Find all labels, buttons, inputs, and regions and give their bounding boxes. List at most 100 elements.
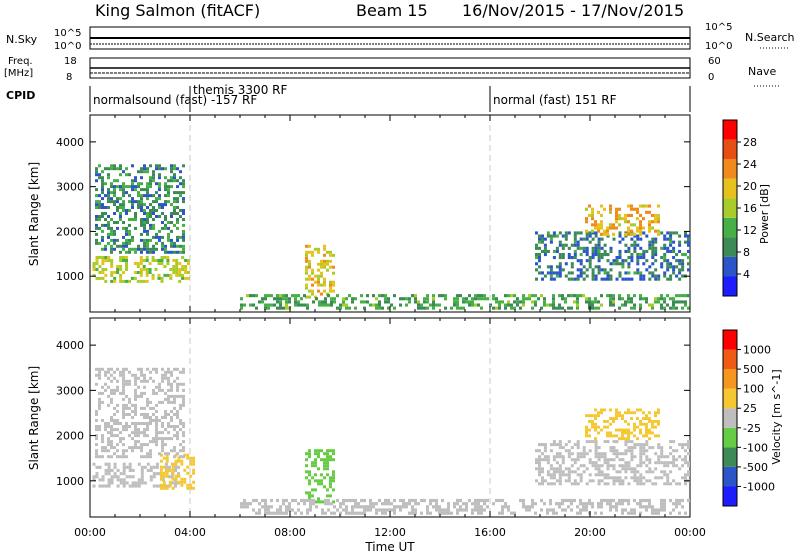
- range-gate-cell: [314, 449, 317, 453]
- range-gate-cell: [160, 259, 164, 262]
- range-gate-cell: [312, 498, 315, 503]
- range-gate-cell: [158, 182, 161, 186]
- range-gate-cell: [143, 241, 146, 245]
- x-tick-label: 00:00: [74, 526, 106, 539]
- range-gate-cell: [110, 434, 113, 438]
- range-gate-cell: [639, 213, 642, 217]
- range-gate-cell: [651, 226, 654, 230]
- range-gate-cell: [258, 300, 261, 304]
- range-gate-cell: [110, 379, 113, 383]
- range-gate-cell: [170, 212, 173, 215]
- range-gate-cell: [158, 400, 161, 404]
- range-gate-cell: [630, 411, 633, 415]
- range-gate-cell: [131, 449, 134, 453]
- range-gate-cell: [645, 440, 649, 444]
- range-gate-cell: [432, 297, 435, 301]
- range-gate-cell: [630, 253, 634, 257]
- range-gate-cell: [258, 502, 261, 506]
- cpid-segment-label: normalsound (fast) -157 RF: [93, 93, 257, 107]
- range-gate-cell: [552, 300, 555, 304]
- range-gate-cell: [678, 259, 682, 263]
- range-gate-cell: [101, 182, 104, 186]
- range-gate-cell: [110, 446, 113, 450]
- range-gate-cell: [558, 479, 562, 483]
- freq-top-tick: 18: [64, 56, 77, 67]
- range-gate-cell: [116, 206, 119, 209]
- range-gate-cell: [143, 221, 146, 224]
- range-gate-cell: [308, 295, 311, 299]
- range-gate-cell: [351, 498, 354, 503]
- range-gate-cell: [648, 303, 651, 307]
- range-gate-cell: [627, 482, 631, 486]
- range-gate-cell: [669, 240, 673, 244]
- range-gate-cell: [149, 209, 152, 212]
- range-gate-cell: [264, 502, 267, 506]
- range-gate-cell: [323, 283, 326, 287]
- range-gate-cell: [158, 235, 161, 239]
- range-gate-cell: [541, 237, 544, 241]
- range-gate-cell: [131, 235, 134, 239]
- range-gate-cell: [390, 303, 393, 307]
- range-gate-cell: [146, 229, 149, 233]
- range-gate-cell: [501, 300, 504, 304]
- range-gate-cell: [561, 498, 564, 503]
- range-gate-cell: [122, 379, 125, 383]
- range-gate-cell: [167, 382, 170, 386]
- range-gate-cell: [345, 508, 348, 512]
- range-gate-cell: [630, 508, 633, 512]
- range-gate-cell: [618, 428, 621, 432]
- range-gate-cell: [308, 449, 311, 453]
- range-gate-cell: [164, 176, 167, 180]
- range-gate-cell: [92, 273, 96, 277]
- range-gate-cell: [131, 422, 134, 425]
- range-gate-cell: [558, 243, 562, 247]
- range-gate-cell: [378, 508, 381, 512]
- range-gate-cell: [155, 416, 158, 419]
- range-gate-cell: [323, 262, 326, 266]
- range-gate-cell: [149, 376, 152, 380]
- range-gate-cell: [642, 482, 646, 486]
- range-gate-cell: [573, 256, 577, 260]
- range-gate-cell: [630, 511, 633, 515]
- range-gate-cell: [98, 226, 101, 230]
- range-gate-cell: [657, 220, 660, 224]
- range-gate-cell: [330, 502, 333, 506]
- range-gate-cell: [624, 277, 628, 281]
- range-gate-cell: [570, 498, 573, 503]
- range-gate-cell: [615, 259, 619, 263]
- range-gate-cell: [143, 170, 146, 174]
- range-gate-cell: [323, 485, 326, 489]
- range-gate-cell: [119, 173, 122, 177]
- range-gate-cell: [591, 237, 595, 241]
- range-gate-cell: [612, 446, 616, 450]
- range-gate-cell: [468, 294, 471, 298]
- range-gate-cell: [585, 249, 589, 253]
- range-gate-cell: [276, 300, 279, 304]
- range-gate-cell: [606, 271, 610, 275]
- range-gate-cell: [558, 452, 562, 456]
- range-gate-cell: [588, 428, 591, 432]
- range-gate-cell: [317, 277, 320, 281]
- range-gate-cell: [627, 262, 631, 266]
- range-gate-cell: [110, 164, 113, 168]
- range-gate-cell: [594, 455, 598, 459]
- range-gate-cell: [597, 259, 601, 263]
- range-gate-cell: [119, 167, 122, 171]
- range-gate-cell: [329, 458, 332, 462]
- range-gate-cell: [305, 277, 308, 281]
- range-gate-cell: [411, 498, 414, 503]
- range-gate-cell: [609, 434, 612, 438]
- range-gate-cell: [157, 262, 161, 265]
- range-gate-cell: [609, 303, 612, 307]
- range-gate-cell: [317, 250, 320, 254]
- range-gate-cell: [480, 508, 483, 512]
- range-gate-cell: [119, 437, 122, 441]
- range-gate-cell: [113, 212, 116, 215]
- range-gate-cell: [678, 277, 682, 281]
- range-gate-cell: [597, 505, 600, 509]
- range-gate-cell: [134, 185, 137, 189]
- range-gate-cell: [645, 498, 648, 503]
- range-gate-cell: [567, 306, 570, 310]
- range-gate-cell: [480, 294, 483, 298]
- range-gate-cell: [591, 425, 594, 429]
